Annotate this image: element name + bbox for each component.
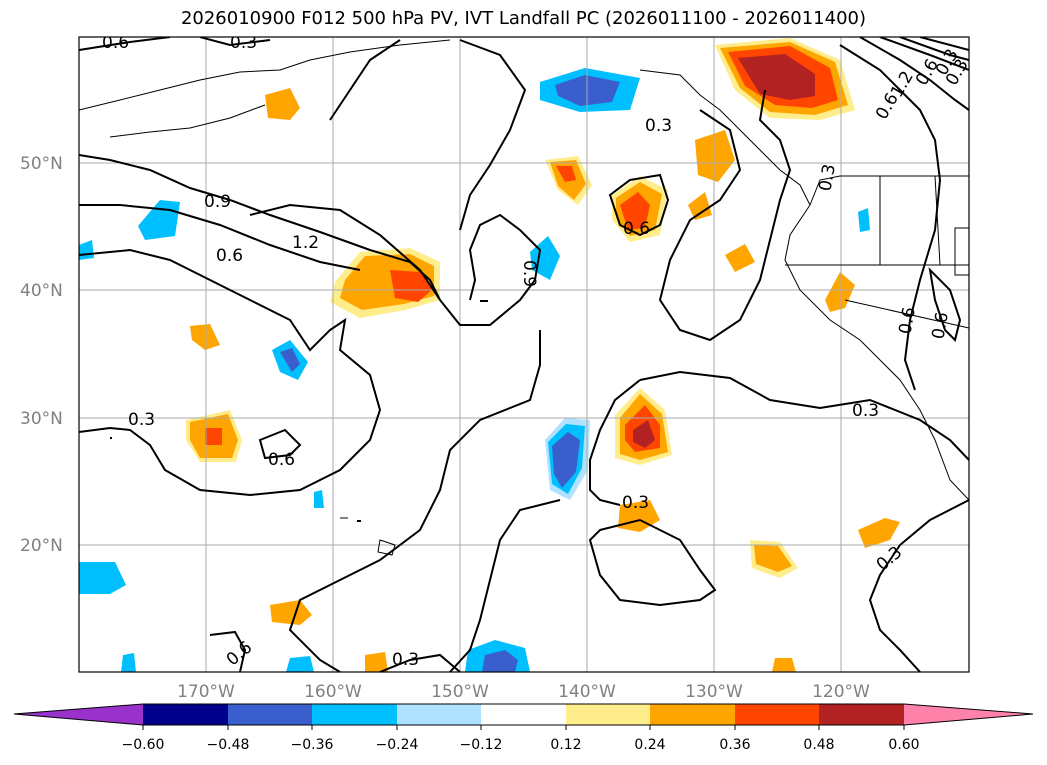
contour-label: 0.3 bbox=[392, 650, 419, 670]
colorbar-swatch bbox=[566, 704, 650, 725]
lon-label-170w: 170°W bbox=[177, 682, 235, 702]
colorbar-tick: −0.60 bbox=[122, 737, 165, 753]
contour-label: 0.9 bbox=[519, 260, 539, 287]
pv-contours bbox=[79, 37, 969, 672]
contour-label: 0.6 bbox=[895, 306, 919, 336]
lat-label-20n: 20°N bbox=[20, 536, 63, 556]
map-title: 2026010900 F012 500 hPa PV, IVT Landfall… bbox=[180, 8, 867, 29]
contour-label: 0.6 bbox=[928, 311, 952, 341]
colorbar-extend-min bbox=[14, 704, 143, 725]
coastline bbox=[79, 39, 969, 556]
contour-label: 0.3 bbox=[852, 401, 879, 421]
lat-labels: 50°N 40°N 30°N 20°N bbox=[20, 154, 63, 556]
lon-label-130w: 130°W bbox=[685, 682, 743, 702]
colorbar-tick: 0.48 bbox=[803, 737, 834, 753]
graticule bbox=[79, 37, 969, 672]
colorbar-tick: 0.60 bbox=[888, 737, 919, 753]
contour-label: 0.3 bbox=[128, 410, 155, 430]
colorbar-swatch bbox=[228, 704, 312, 725]
lon-label-140w: 140°W bbox=[558, 682, 616, 702]
plot-area bbox=[79, 37, 969, 672]
islands bbox=[110, 300, 488, 522]
colorbar-tick: 0.36 bbox=[719, 737, 750, 753]
colorbar-swatch bbox=[143, 704, 228, 725]
lon-label-160w: 160°W bbox=[304, 682, 362, 702]
contour-label: 1.2 bbox=[292, 233, 319, 253]
colorbar-swatch bbox=[481, 704, 566, 725]
contour-label: 0.6 bbox=[268, 450, 295, 470]
colorbar-tick: −0.24 bbox=[376, 737, 419, 753]
contour-label: 0.6 bbox=[623, 219, 650, 239]
colorbar-tick: −0.36 bbox=[291, 737, 334, 753]
colorbar-swatch bbox=[650, 704, 735, 725]
contour-label: 0.3 bbox=[645, 116, 672, 136]
colorbar: −0.60 −0.48 −0.36 −0.24 −0.12 0.12 0.24 … bbox=[13, 703, 1034, 753]
colorbar-swatch bbox=[312, 704, 397, 725]
colorbar-tick: 0.24 bbox=[634, 737, 665, 753]
lat-label-30n: 30°N bbox=[20, 409, 63, 429]
lat-label-40n: 40°N bbox=[20, 281, 63, 301]
lat-label-50n: 50°N bbox=[20, 154, 63, 174]
contour-label: 0.3 bbox=[230, 33, 257, 53]
colorbar-tick: −0.48 bbox=[207, 737, 250, 753]
colorbar-swatch bbox=[819, 704, 904, 725]
colorbar-tick: 0.12 bbox=[550, 737, 581, 753]
contour-label: 0.6 bbox=[102, 33, 129, 53]
colorbar-swatch bbox=[735, 704, 819, 725]
lon-label-120w: 120°W bbox=[812, 682, 870, 702]
lon-labels: 170°W 160°W 150°W 140°W 130°W 120°W bbox=[177, 682, 870, 702]
contour-label: 0.3 bbox=[815, 163, 839, 193]
colorbar-tick: −0.12 bbox=[460, 737, 503, 753]
colorbar-extend-max bbox=[904, 704, 1033, 725]
contour-label: 0.9 bbox=[204, 192, 231, 212]
contour-label: 0.6 bbox=[216, 246, 243, 266]
colorbar-swatch bbox=[397, 704, 481, 725]
contour-label: 0.3 bbox=[622, 493, 649, 513]
plot-frame bbox=[78, 36, 970, 673]
lon-label-150w: 150°W bbox=[431, 682, 489, 702]
